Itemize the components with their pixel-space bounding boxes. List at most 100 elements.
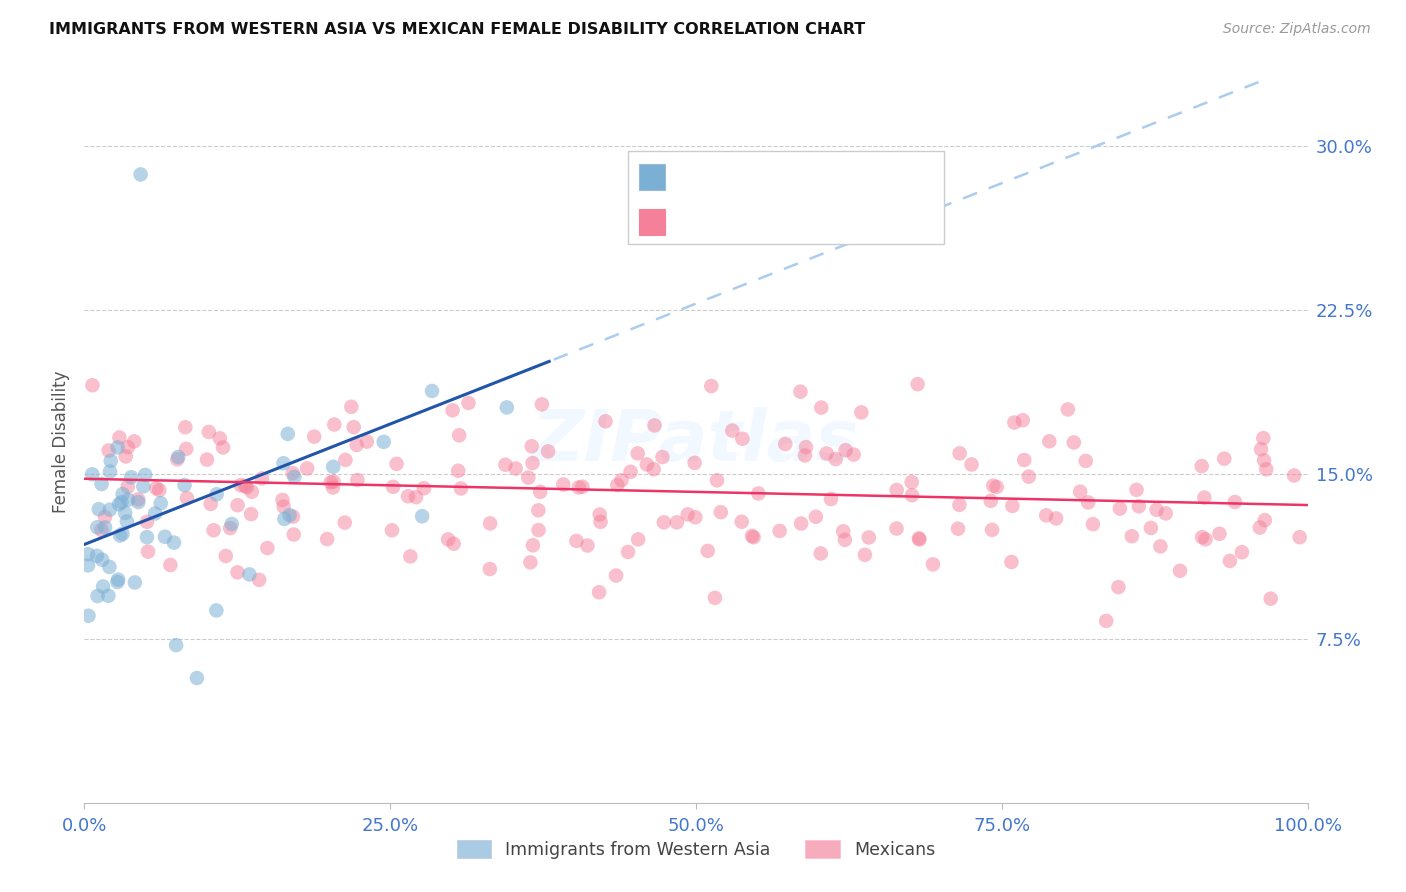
Point: [810, 401, 832, 415]
Point: [405, 490, 427, 504]
Point: [721, 424, 744, 438]
Point: [457, 396, 479, 410]
Point: [208, 431, 231, 445]
Point: [166, 452, 188, 467]
Point: [120, 470, 142, 484]
Point: [174, 442, 197, 456]
Point: [281, 466, 304, 480]
Point: [396, 489, 419, 503]
Point: [775, 437, 797, 451]
Point: [522, 538, 544, 552]
Point: [229, 478, 252, 492]
Point: [136, 530, 159, 544]
Point: [122, 434, 145, 449]
Point: [167, 450, 190, 464]
Point: [163, 535, 186, 549]
Point: [271, 492, 294, 507]
Point: [143, 507, 166, 521]
Point: [90, 477, 112, 491]
Point: [537, 444, 560, 458]
Point: [108, 497, 131, 511]
Point: [319, 475, 342, 490]
Point: [443, 537, 465, 551]
Point: [520, 439, 543, 453]
Point: [908, 531, 931, 545]
Point: [901, 488, 924, 502]
Point: [174, 420, 197, 434]
Point: [382, 480, 405, 494]
Point: [195, 452, 218, 467]
Point: [741, 529, 763, 543]
Point: [1256, 462, 1278, 476]
Point: [1254, 513, 1277, 527]
Text: 0.377: 0.377: [724, 168, 780, 186]
Point: [399, 549, 422, 564]
Point: [413, 481, 436, 495]
Point: [219, 521, 242, 535]
Point: [960, 458, 983, 472]
Point: [494, 458, 516, 472]
Point: [98, 465, 121, 479]
Point: [111, 526, 134, 541]
Point: [316, 532, 339, 546]
Point: [1081, 517, 1104, 532]
Point: [676, 508, 699, 522]
Point: [627, 446, 650, 460]
Point: [851, 405, 873, 419]
Point: [77, 558, 100, 573]
Point: [115, 515, 138, 529]
Point: [706, 473, 728, 487]
Point: [148, 483, 170, 498]
Point: [77, 547, 100, 561]
Point: [948, 498, 970, 512]
Point: [790, 516, 813, 531]
Point: [322, 475, 344, 489]
Point: [281, 509, 304, 524]
Point: [283, 527, 305, 541]
Point: [665, 516, 688, 530]
Y-axis label: Female Disability: Female Disability: [52, 370, 70, 513]
Point: [107, 441, 129, 455]
Point: [731, 432, 754, 446]
Point: [619, 465, 641, 479]
Text: 199: 199: [830, 213, 866, 231]
Point: [651, 450, 673, 464]
Point: [322, 459, 344, 474]
Point: [1168, 564, 1191, 578]
Point: [1109, 501, 1132, 516]
Point: [247, 573, 270, 587]
Point: [834, 533, 856, 547]
Point: [568, 480, 591, 494]
Point: [1230, 545, 1253, 559]
Point: [333, 516, 356, 530]
Point: [165, 638, 187, 652]
Point: [114, 450, 136, 464]
Point: [1063, 435, 1085, 450]
Point: [1194, 533, 1216, 547]
Point: [1125, 483, 1147, 497]
Point: [571, 480, 593, 494]
Point: [1282, 468, 1305, 483]
Point: [986, 480, 1008, 494]
Point: [98, 560, 121, 574]
Point: [589, 508, 612, 522]
Point: [731, 515, 754, 529]
Point: [86, 520, 108, 534]
Point: [530, 397, 553, 411]
Point: [1011, 413, 1033, 427]
Point: [1140, 521, 1163, 535]
Point: [107, 573, 129, 587]
Point: [980, 493, 1002, 508]
Text: N =: N =: [780, 213, 818, 231]
Point: [886, 522, 908, 536]
Point: [1213, 451, 1236, 466]
Point: [1035, 508, 1057, 523]
Point: [273, 512, 295, 526]
Point: [853, 548, 876, 562]
Point: [449, 428, 471, 442]
Point: [100, 454, 122, 468]
Point: [198, 425, 221, 439]
Point: [479, 516, 502, 531]
Point: [295, 461, 318, 475]
Point: [1001, 499, 1024, 513]
